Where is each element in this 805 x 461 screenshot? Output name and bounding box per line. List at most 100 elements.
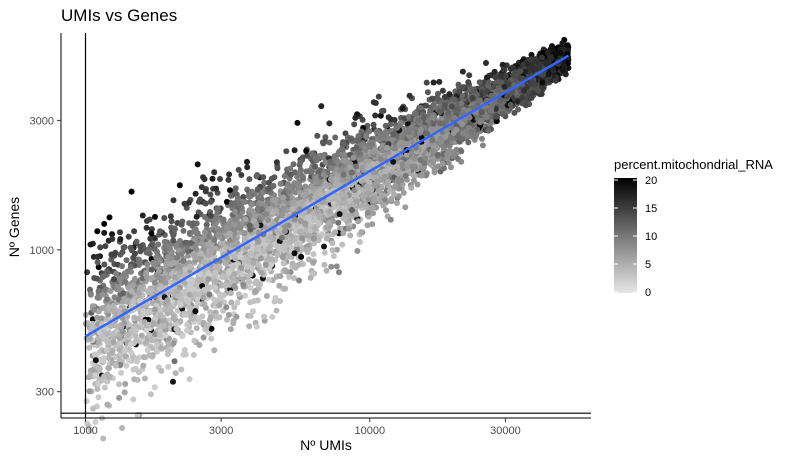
data-point — [193, 325, 200, 332]
data-point — [141, 375, 148, 382]
data-point — [328, 263, 335, 270]
data-point — [121, 244, 128, 250]
data-point — [438, 115, 445, 122]
data-point — [102, 243, 109, 250]
data-point — [98, 315, 105, 322]
data-point — [318, 231, 325, 238]
data-point — [194, 161, 201, 168]
data-point — [101, 261, 108, 268]
data-point — [144, 347, 151, 354]
data-point — [89, 366, 96, 373]
data-point — [491, 68, 498, 75]
data-point — [311, 240, 318, 247]
data-point — [386, 187, 393, 194]
data-point — [86, 388, 93, 395]
data-point — [440, 165, 447, 172]
data-point — [186, 304, 193, 311]
data-point — [180, 258, 187, 264]
data-point — [354, 137, 361, 144]
data-point — [198, 184, 205, 191]
data-point — [200, 174, 207, 181]
data-point — [172, 370, 179, 377]
data-point — [133, 355, 140, 362]
data-point — [227, 326, 234, 333]
data-point — [104, 347, 110, 354]
data-point — [336, 269, 342, 276]
data-point — [298, 253, 305, 260]
data-point — [242, 292, 249, 299]
data-point — [414, 181, 421, 188]
data-point — [90, 405, 97, 412]
data-point — [279, 211, 286, 218]
data-point — [370, 210, 377, 217]
data-point — [170, 197, 177, 204]
data-point — [252, 280, 259, 286]
data-point — [87, 241, 94, 248]
data-point — [156, 267, 162, 274]
data-point — [315, 219, 322, 226]
data-point — [227, 187, 233, 194]
data-point — [330, 253, 337, 259]
data-point — [184, 248, 191, 255]
data-point — [402, 204, 409, 211]
data-point — [302, 183, 309, 190]
data-point — [125, 284, 132, 291]
data-point — [171, 225, 178, 232]
data-point — [335, 158, 341, 165]
data-point — [116, 381, 122, 388]
data-point — [168, 218, 175, 225]
data-point — [225, 311, 232, 318]
data-point — [95, 339, 101, 346]
data-point — [88, 325, 95, 332]
data-point — [253, 173, 260, 180]
data-point — [391, 191, 398, 198]
data-point — [261, 179, 268, 186]
data-point — [204, 216, 211, 223]
data-point — [128, 188, 135, 195]
data-point — [207, 316, 213, 323]
data-point — [208, 335, 215, 342]
data-point — [106, 214, 113, 221]
data-point — [448, 164, 454, 171]
chart-title: UMIs vs Genes — [61, 6, 177, 25]
data-point — [240, 194, 247, 200]
data-point — [174, 307, 181, 314]
data-point — [305, 256, 312, 263]
data-point — [136, 297, 143, 304]
data-point — [146, 352, 153, 359]
data-point — [291, 275, 298, 282]
data-point — [519, 95, 525, 102]
data-point — [228, 200, 235, 207]
data-point — [246, 278, 253, 285]
data-point — [110, 302, 117, 309]
data-point — [165, 363, 172, 370]
data-point — [498, 79, 505, 86]
data-point — [109, 347, 116, 354]
data-point — [390, 158, 397, 165]
data-point — [277, 273, 284, 280]
data-point — [109, 231, 115, 238]
data-point — [364, 209, 371, 216]
data-point — [225, 176, 232, 183]
data-point — [119, 425, 126, 431]
data-point — [246, 323, 253, 330]
data-point — [424, 89, 431, 96]
data-point — [404, 121, 411, 128]
data-point — [250, 260, 257, 267]
data-point — [217, 176, 223, 182]
data-point — [235, 166, 242, 173]
data-point — [250, 308, 256, 315]
data-point — [94, 386, 101, 392]
data-point — [182, 351, 189, 358]
data-point — [158, 367, 165, 374]
data-point — [410, 177, 417, 184]
data-point — [383, 207, 389, 214]
data-point — [309, 150, 315, 157]
data-point — [339, 241, 346, 248]
data-point — [476, 97, 483, 104]
data-point — [203, 221, 210, 228]
data-point — [326, 208, 333, 215]
data-point — [247, 312, 254, 319]
data-point — [177, 301, 184, 308]
data-point — [182, 239, 189, 246]
